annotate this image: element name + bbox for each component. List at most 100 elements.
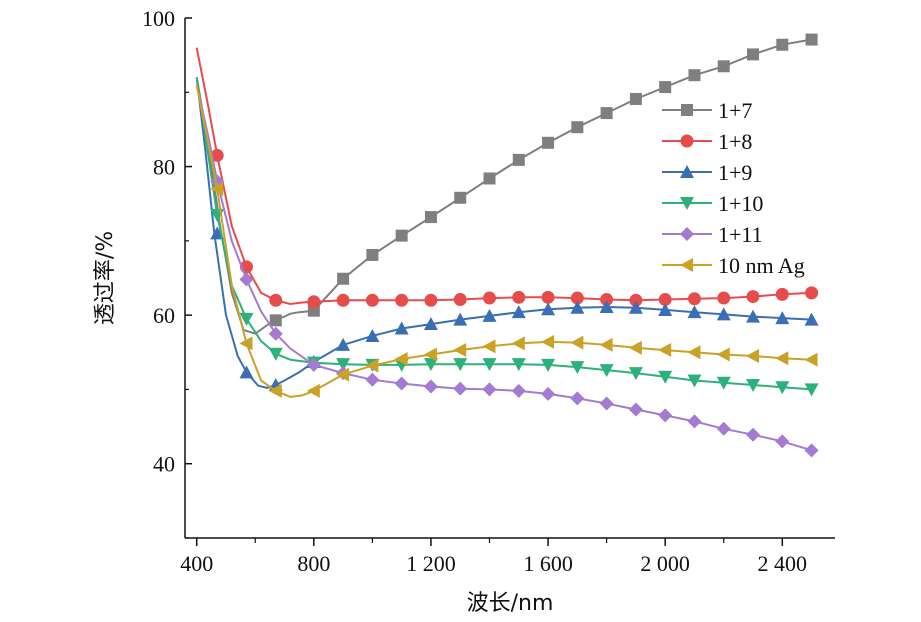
legend-label: 10 nm Ag — [718, 253, 805, 278]
legend-marker — [680, 258, 693, 272]
data-point — [747, 48, 760, 61]
x-tick-label: 1 600 — [523, 551, 573, 576]
data-point — [210, 181, 224, 196]
data-point — [268, 383, 282, 398]
legend-item: 1+9 — [662, 160, 752, 185]
data-point — [365, 328, 380, 342]
data-point — [717, 60, 730, 73]
data-point — [775, 351, 789, 366]
data-point — [394, 351, 408, 366]
data-point — [600, 293, 614, 307]
data-point — [570, 391, 585, 406]
data-point — [599, 396, 614, 411]
data-point — [628, 300, 643, 314]
data-point — [541, 386, 556, 401]
x-tick-label: 400 — [180, 551, 213, 576]
series-line — [195, 77, 812, 391]
data-point — [482, 339, 496, 354]
data-point — [628, 402, 643, 417]
legend-label: 1+8 — [718, 129, 752, 154]
legend-marker — [681, 104, 693, 116]
legend-marker — [680, 227, 694, 241]
data-point — [688, 69, 701, 82]
data-point — [746, 427, 761, 442]
data-point — [570, 291, 584, 305]
y-axis-title: 透过率/% — [93, 231, 118, 325]
data-point — [687, 374, 702, 388]
data-point — [511, 383, 526, 398]
data-point — [570, 361, 585, 375]
data-point — [746, 290, 760, 304]
data-point — [336, 293, 350, 307]
data-point — [394, 321, 409, 335]
data-point — [268, 347, 283, 361]
data-point — [482, 308, 497, 322]
series-5 — [195, 84, 818, 398]
data-point — [454, 191, 467, 204]
data-point — [775, 381, 790, 395]
data-point — [570, 335, 584, 350]
data-point — [541, 334, 555, 349]
data-point — [239, 336, 253, 351]
data-point — [541, 302, 556, 316]
data-point — [365, 293, 379, 307]
data-point — [716, 421, 731, 436]
data-point — [423, 358, 438, 372]
data-point — [423, 317, 438, 331]
data-point — [511, 358, 526, 372]
data-point — [571, 121, 584, 134]
axes-layer: 40 60 80 100 400 800 1 200 1 600 2 000 2 400 — [142, 6, 835, 576]
data-point — [804, 443, 819, 458]
data-point — [239, 312, 254, 326]
data-point — [424, 211, 437, 224]
data-point — [599, 337, 613, 352]
data-point — [805, 286, 819, 300]
data-point — [424, 293, 438, 307]
data-point — [453, 381, 468, 396]
legend-label: 1+10 — [718, 191, 763, 216]
data-point — [687, 345, 701, 360]
data-point — [210, 148, 224, 162]
data-point — [541, 290, 555, 304]
data-point — [483, 172, 496, 185]
data-point — [658, 293, 672, 307]
data-point — [658, 302, 673, 316]
data-point — [512, 153, 525, 166]
data-point — [600, 107, 613, 120]
x-tick-label: 800 — [297, 551, 330, 576]
data-point — [394, 376, 409, 391]
data-point — [239, 272, 254, 287]
data-point — [511, 336, 525, 351]
data-point — [269, 293, 283, 307]
data-point — [512, 290, 526, 304]
data-point — [804, 312, 819, 326]
legend-item: 1+10 — [662, 191, 763, 216]
data-point — [239, 365, 254, 379]
y-tick-label: 80 — [153, 155, 175, 180]
data-point — [423, 379, 438, 394]
legend-item: 1+11 — [662, 222, 763, 247]
x-tick-label: 1 200 — [406, 551, 456, 576]
data-point — [629, 293, 643, 307]
data-point — [687, 414, 702, 429]
data-point — [541, 358, 556, 372]
data-point — [775, 311, 790, 325]
data-point — [716, 307, 731, 321]
x-tick-label: 2 400 — [758, 551, 808, 576]
data-point — [804, 352, 818, 367]
data-point — [687, 305, 702, 319]
data-point — [658, 343, 672, 358]
data-point — [628, 367, 643, 381]
data-point — [337, 272, 350, 285]
y-tick-label: 100 — [142, 6, 175, 31]
legend-label: 1+11 — [718, 222, 763, 247]
data-point — [453, 312, 468, 326]
data-point — [658, 408, 673, 423]
data-point — [453, 343, 467, 358]
data-point — [336, 358, 351, 372]
data-point — [716, 347, 730, 362]
legend-label: 1+7 — [718, 98, 752, 123]
data-point — [599, 299, 614, 313]
data-point — [659, 81, 672, 94]
